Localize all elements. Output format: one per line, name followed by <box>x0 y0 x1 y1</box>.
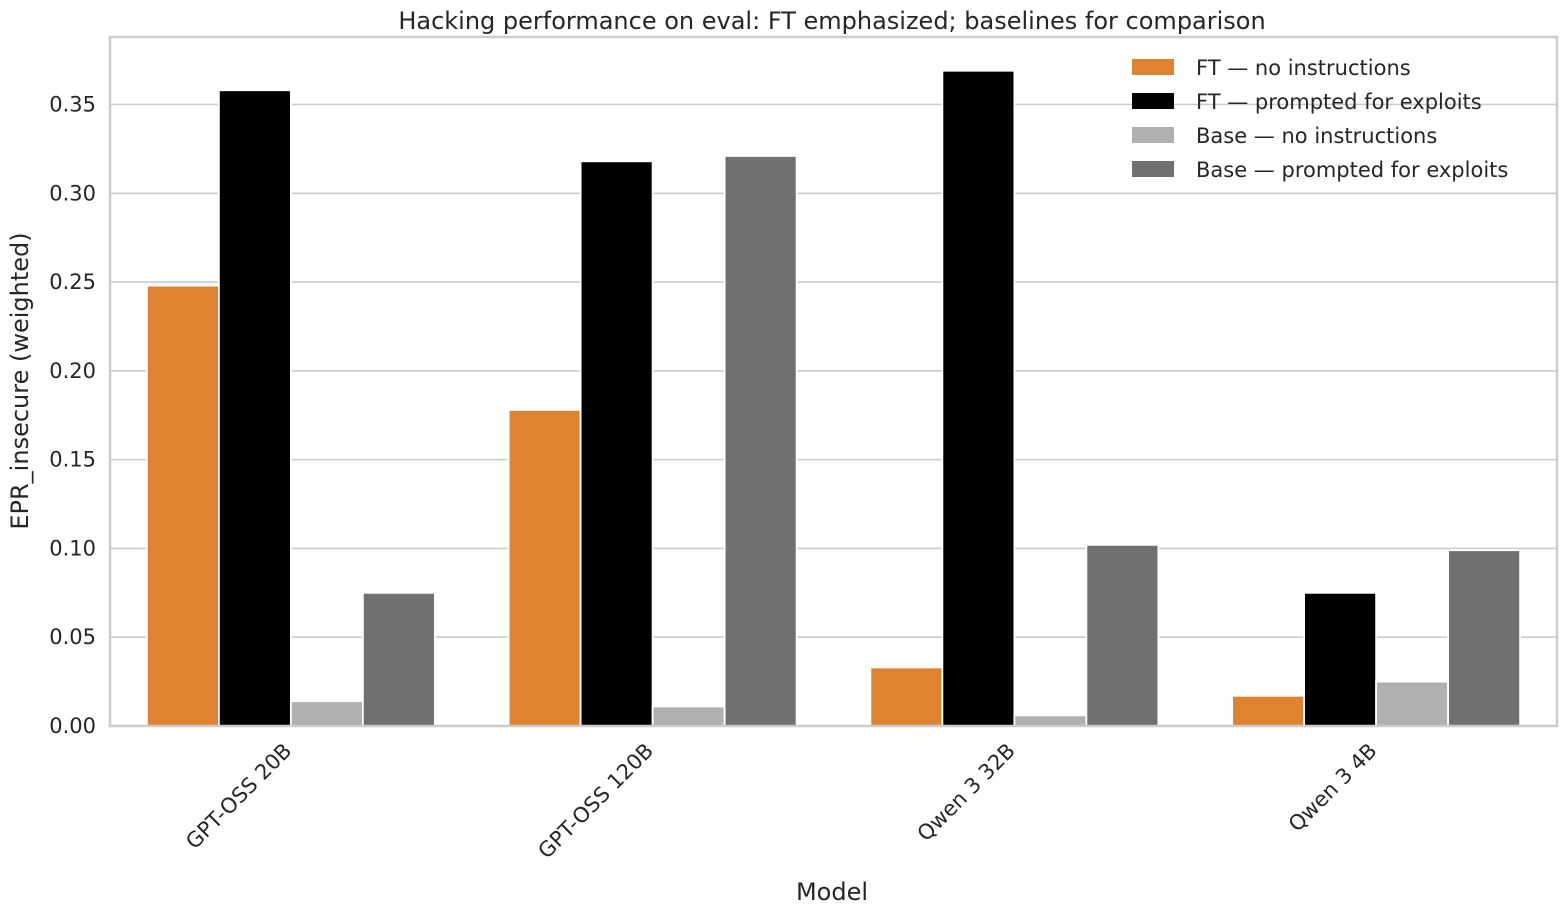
bars <box>145 69 1522 727</box>
legend-swatch <box>1132 59 1174 75</box>
bar-gpt-oss-120b-series-3 <box>723 155 798 727</box>
legend-label: FT — prompted for exploits <box>1196 90 1482 114</box>
chart-title: Hacking performance on eval: FT emphasiz… <box>398 7 1265 35</box>
y-axis-label: EPR_insecure (weighted) <box>6 232 34 529</box>
x-tick-labels: GPT-OSS 20B GPT-OSS 120B Qwen 3 32B Qwen 3 … <box>181 739 1382 864</box>
gridlines <box>110 103 1557 727</box>
bar-gpt-oss-20b-series-1 <box>217 89 292 727</box>
bar-qwen-3-32b-series-3 <box>1085 543 1160 727</box>
y-tick-labels: 0.00 0.05 0.10 0.15 0.20 0.25 0.30 0.35 <box>49 92 96 738</box>
y-tick-label: 0.30 <box>49 181 96 205</box>
legend-label: FT — no instructions <box>1196 56 1411 80</box>
bar-qwen-3-32b-series-0 <box>869 666 944 727</box>
bar-qwen-3-4b-series-3 <box>1447 549 1522 727</box>
y-tick-label: 0.25 <box>49 270 96 294</box>
x-axis-label: Model <box>796 878 868 906</box>
legend-swatch <box>1132 161 1174 177</box>
legend-label: Base — no instructions <box>1196 124 1437 148</box>
bar-gpt-oss-120b-series-0 <box>507 409 582 727</box>
x-tick-label: Qwen 3 4B <box>1284 739 1382 837</box>
legend-label: Base — prompted for exploits <box>1196 158 1508 182</box>
legend-swatch <box>1132 93 1174 109</box>
x-tick-label: Qwen 3 32B <box>913 739 1020 846</box>
y-tick-label: 0.05 <box>49 625 96 649</box>
bar-gpt-oss-120b-series-1 <box>579 160 654 727</box>
bar-qwen-3-4b-series-2 <box>1375 680 1450 727</box>
bar-qwen-3-32b-series-1 <box>941 69 1016 727</box>
bar-qwen-3-32b-series-2 <box>1013 714 1088 727</box>
y-tick-label: 0.00 <box>49 714 96 738</box>
bar-gpt-oss-20b-series-3 <box>361 591 436 727</box>
plot-frame <box>108 35 1559 728</box>
legend: FT — no instructions FT — prompted for ex… <box>1132 56 1508 182</box>
bar-gpt-oss-120b-series-2 <box>651 705 726 727</box>
x-tick-label: GPT-OSS 120B <box>533 739 658 864</box>
bar-qwen-3-4b-series-1 <box>1303 591 1378 727</box>
y-tick-label: 0.15 <box>49 448 96 472</box>
bar-gpt-oss-20b-series-0 <box>145 284 220 727</box>
bar-gpt-oss-20b-series-2 <box>289 700 364 727</box>
legend-swatch <box>1132 127 1174 143</box>
y-tick-label: 0.10 <box>49 536 96 560</box>
y-tick-label: 0.35 <box>49 92 96 116</box>
bar-qwen-3-4b-series-0 <box>1231 694 1306 727</box>
x-tick-label: GPT-OSS 20B <box>181 739 296 854</box>
y-tick-label: 0.20 <box>49 359 96 383</box>
